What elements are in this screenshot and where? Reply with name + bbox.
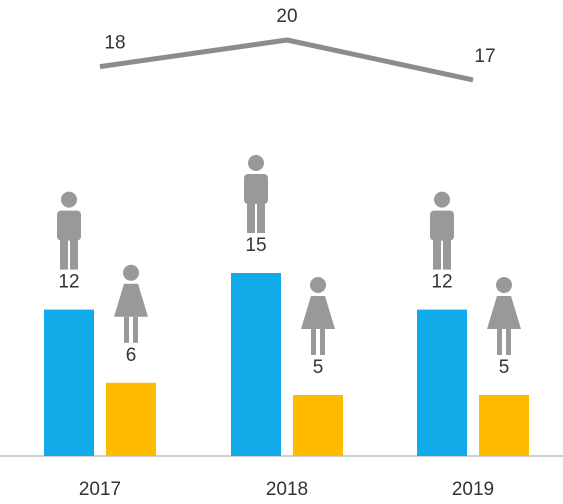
icon-leg — [506, 329, 511, 355]
man-icon — [244, 155, 268, 233]
icon-dress — [301, 296, 335, 329]
bar — [231, 273, 281, 456]
man-icon — [430, 191, 454, 270]
woman-icon — [114, 264, 148, 343]
bar — [44, 309, 94, 456]
total-line — [99, 37, 474, 83]
icon-leg — [247, 200, 255, 233]
icon-leg — [311, 329, 316, 355]
icon-dress — [114, 283, 148, 317]
icon-body — [57, 210, 81, 241]
bar-value-label: 12 — [431, 272, 452, 293]
line-value-label: 17 — [474, 46, 495, 67]
icon-body — [244, 174, 268, 204]
icon-head — [496, 277, 512, 293]
x-tick-label: 2017 — [79, 479, 121, 500]
icon-head — [434, 191, 450, 208]
woman-icon — [487, 277, 521, 355]
bar-value-label: 5 — [313, 357, 324, 378]
x-tick-label: 2019 — [452, 479, 494, 500]
icon-dress — [487, 296, 521, 329]
bar — [293, 395, 343, 456]
icon-body — [430, 210, 454, 241]
icon-head — [310, 277, 326, 293]
x-tick-label: 2018 — [266, 479, 308, 500]
bar-value-label: 15 — [245, 235, 266, 256]
icon-head — [248, 155, 264, 171]
icon-head — [123, 264, 139, 281]
bar-value-label: 6 — [126, 345, 137, 366]
icon-head — [61, 191, 77, 208]
icon-leg — [320, 329, 325, 355]
icon-leg — [70, 236, 78, 270]
bar — [106, 382, 156, 456]
icon-leg — [433, 236, 441, 270]
icon-leg — [257, 200, 265, 233]
icon-leg — [124, 316, 129, 343]
icon-leg — [60, 236, 68, 270]
bar-value-label: 12 — [58, 272, 79, 293]
line-value-label: 18 — [104, 33, 125, 54]
bar — [417, 309, 467, 456]
woman-icon — [301, 277, 335, 355]
icon-leg — [443, 236, 451, 270]
bar-value-label: 5 — [499, 357, 510, 378]
icon-leg — [133, 316, 138, 343]
man-icon — [57, 191, 81, 270]
bar — [479, 395, 529, 456]
line-value-label: 20 — [276, 6, 297, 27]
icon-leg — [497, 329, 502, 355]
